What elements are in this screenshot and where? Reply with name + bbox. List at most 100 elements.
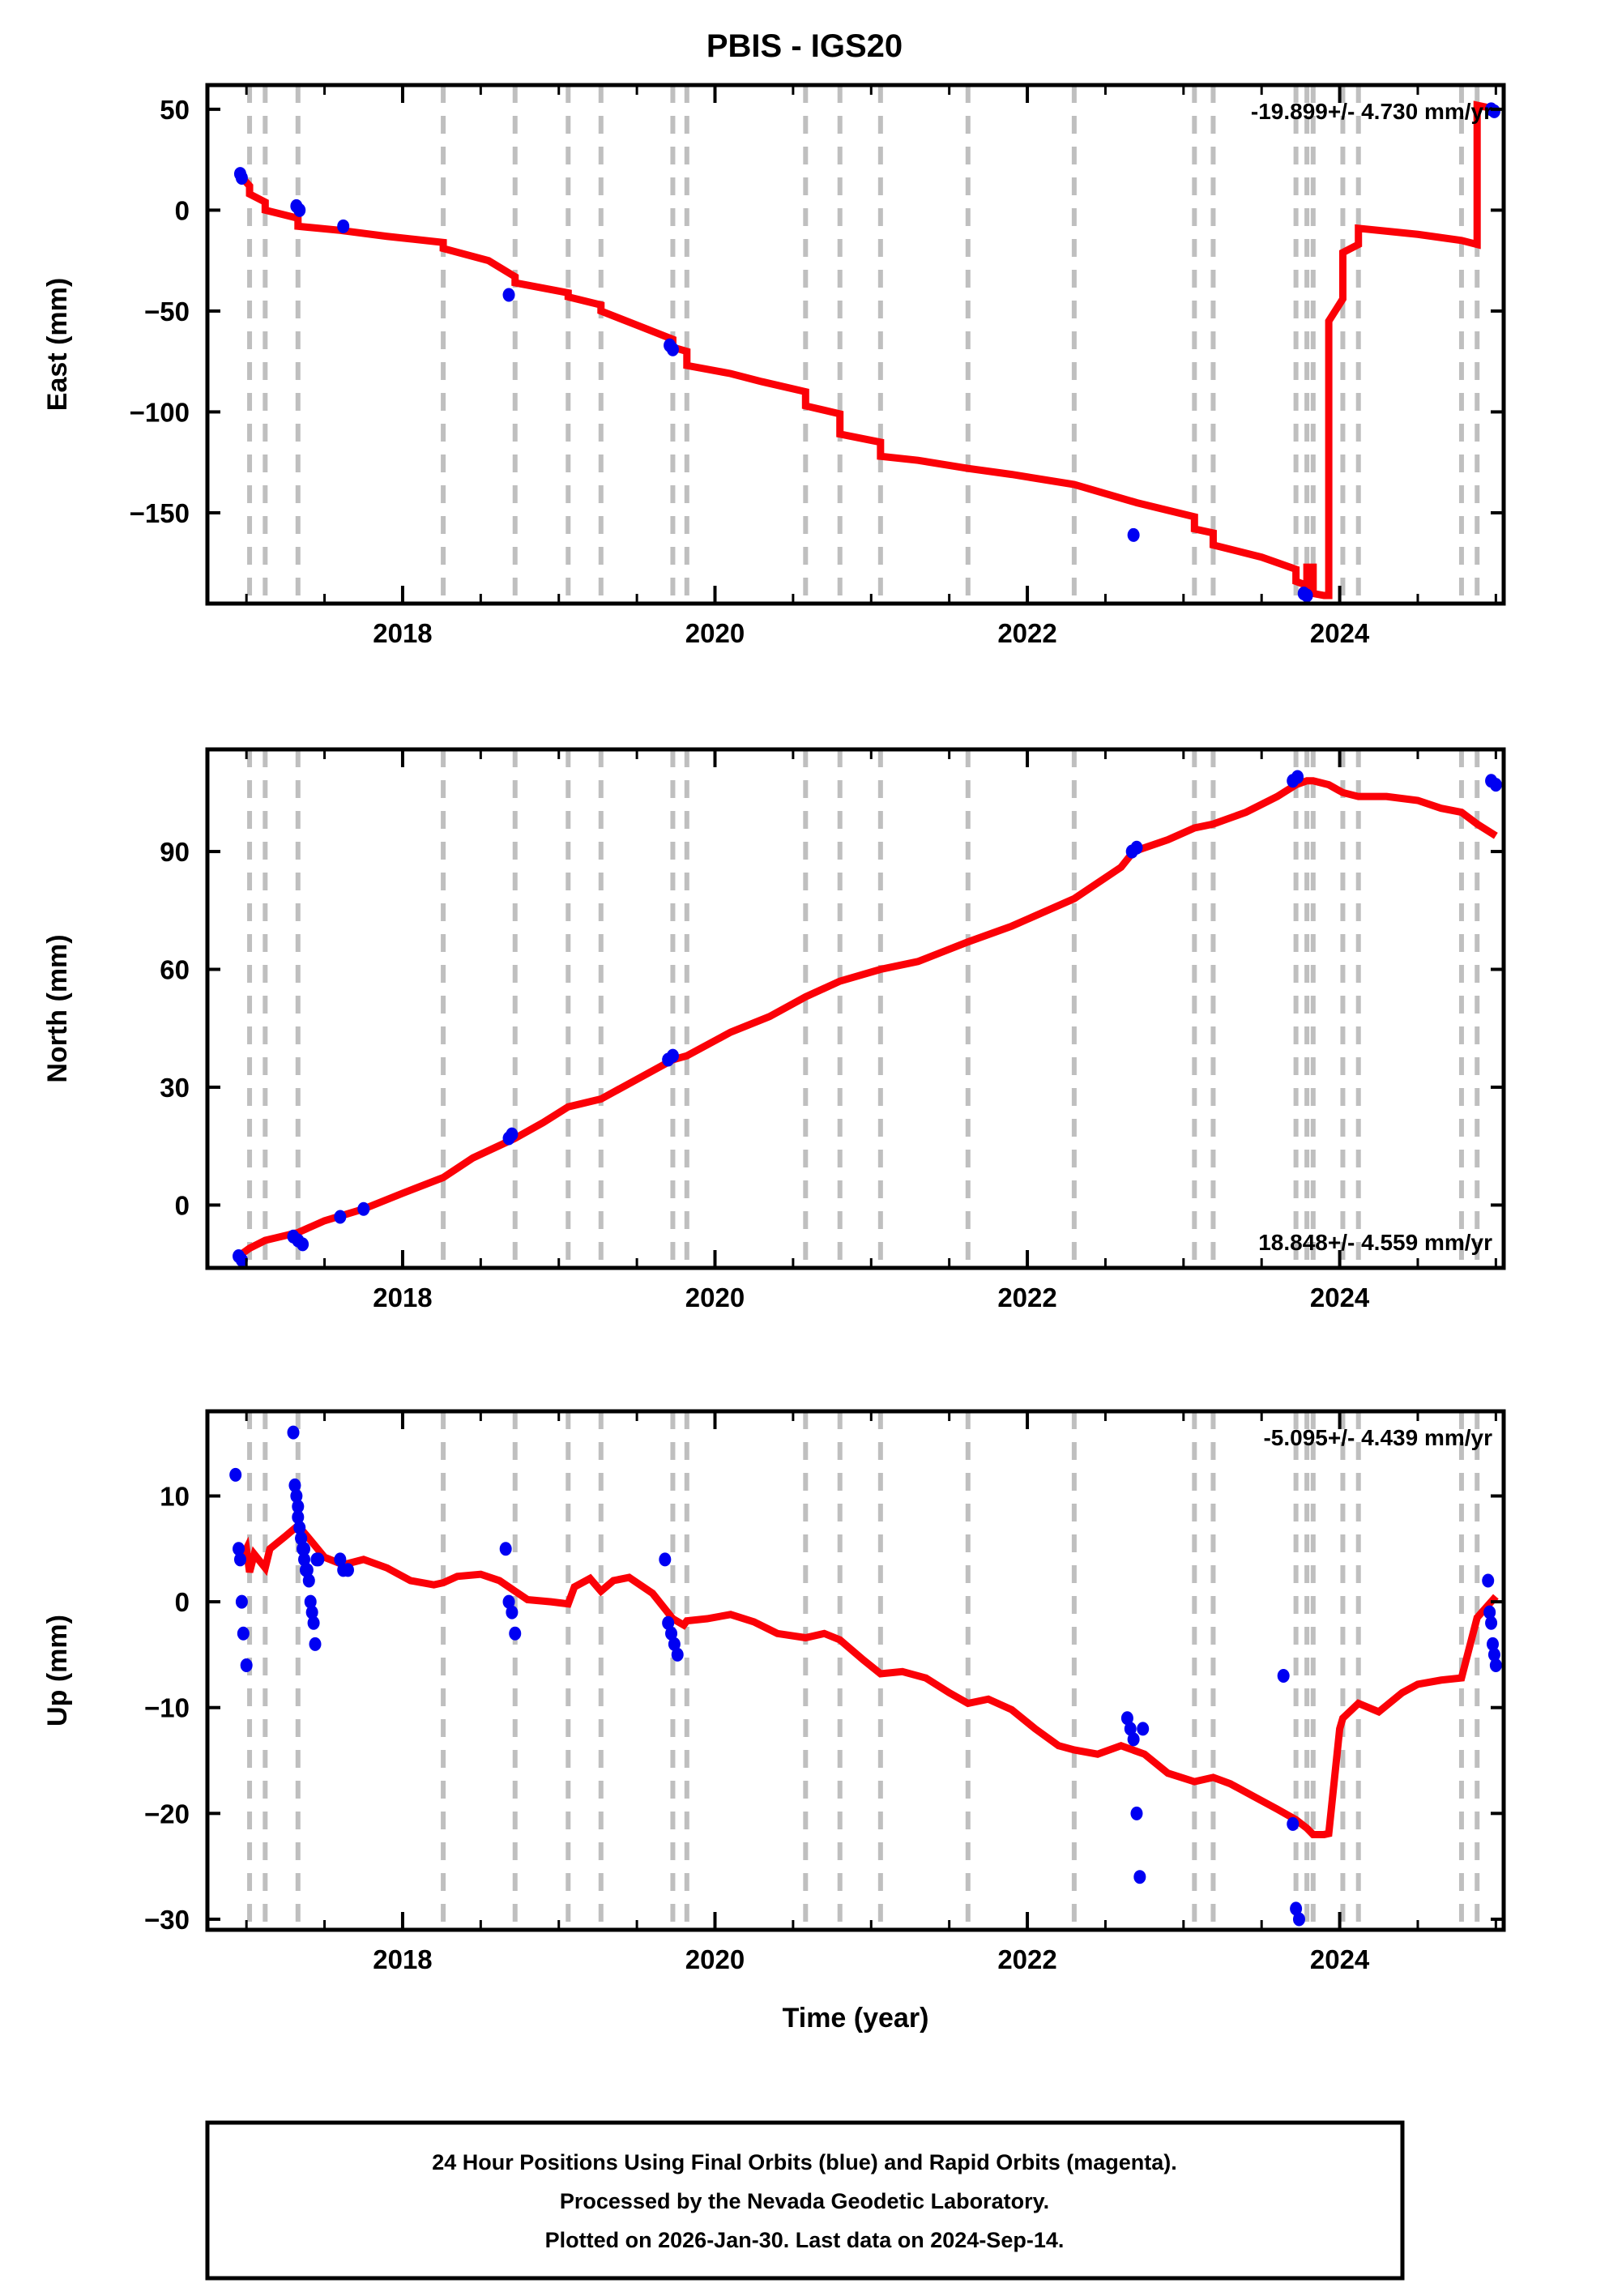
- y-axis-label: East (mm): [42, 278, 73, 411]
- data-point: [309, 1637, 322, 1651]
- caption-box: 24 Hour Positions Using Final Orbits (bl…: [205, 2120, 1405, 2281]
- panel-north: 90 60 30 0 2018 2020 2022 2024 North (mm) 18.848+…: [42, 747, 1506, 1312]
- x-tick-label: 2022: [997, 1944, 1056, 1974]
- data-point: [312, 1552, 325, 1567]
- data-point: [1127, 527, 1140, 542]
- data-point: [1489, 1658, 1502, 1672]
- data-point: [506, 1127, 519, 1142]
- y-tick-label: 90: [160, 837, 190, 867]
- data-point: [1482, 1573, 1495, 1588]
- data-point: [665, 1626, 678, 1641]
- data-point: [357, 1201, 370, 1216]
- data-point: [1487, 1647, 1500, 1662]
- data-point: [307, 1615, 320, 1630]
- data-point: [233, 1552, 246, 1567]
- data-point: [301, 1563, 314, 1577]
- data-point: [1485, 1615, 1498, 1630]
- data-point: [295, 1531, 308, 1546]
- data-point: [1277, 1669, 1290, 1684]
- data-point: [305, 1605, 318, 1620]
- x-tick-label: 2024: [1310, 1944, 1370, 1974]
- y-tick-label: 0: [175, 1190, 190, 1220]
- axes-frame: [205, 83, 1506, 606]
- panel-east: 50 0 −50 −100 −150 2018 2020 2022 2024 East (mm) -…: [42, 83, 1506, 648]
- x-tick-label: 2020: [685, 1944, 745, 1974]
- data-point: [290, 1488, 303, 1503]
- axes-frame: [205, 1409, 1506, 1932]
- data-point: [1291, 770, 1304, 784]
- data-point: [671, 1647, 684, 1662]
- data-point: [298, 1552, 311, 1567]
- data-point: [292, 1500, 305, 1514]
- panel-up: 10 0 −10 −20 −30 2018 2020 2022 2024 Up (mm) -5.09…: [42, 1409, 1506, 2034]
- data-point: [1489, 778, 1502, 792]
- data-point: [292, 1510, 305, 1525]
- caption-line-3: Plotted on 2026-Jan-30. Last data on 202…: [545, 2228, 1065, 2252]
- data-point: [229, 1467, 242, 1482]
- data-point: [297, 1237, 309, 1252]
- data-point: [1133, 1870, 1146, 1884]
- data-point: [668, 1637, 681, 1651]
- data-point: [235, 1594, 248, 1609]
- x-tick-label: 2020: [685, 1282, 745, 1312]
- data-point: [288, 1478, 301, 1492]
- x-tick-label: 2018: [373, 1944, 432, 1974]
- axes-frame: [205, 747, 1506, 1270]
- model-series-group: [236, 777, 1498, 1260]
- y-tick-label: 50: [160, 95, 190, 125]
- data-point: [334, 1210, 347, 1224]
- data-point: [666, 1048, 679, 1063]
- rate-annotation: 18.848+/- 4.559 mm/yr: [1258, 1230, 1492, 1255]
- model-series-group: [236, 100, 1497, 600]
- data-point: [1300, 588, 1313, 603]
- y-tick-label: 10: [160, 1481, 190, 1511]
- x-tick-label: 2024: [1310, 618, 1370, 648]
- data-point: [1124, 1722, 1137, 1736]
- y-axis-label: Up (mm): [42, 1615, 73, 1726]
- y-tick-label: 30: [160, 1073, 190, 1103]
- data-point: [293, 203, 306, 217]
- data-point: [293, 1521, 306, 1535]
- x-tick-label: 2024: [1310, 1282, 1370, 1312]
- data-point-group: [233, 770, 1502, 1267]
- data-point: [509, 1626, 522, 1641]
- data-point: [1127, 1732, 1140, 1747]
- y-tick-label: −100: [130, 397, 190, 427]
- data-point: [235, 1253, 248, 1267]
- data-point: [1292, 1912, 1305, 1927]
- data-point: [502, 1594, 515, 1609]
- rate-annotation: -19.899+/- 4.730 mm/yr: [1251, 99, 1492, 124]
- data-point: [304, 1594, 317, 1609]
- data-point: [1130, 1806, 1143, 1820]
- data-point-group: [229, 1425, 1502, 1927]
- caption-line-1: 24 Hour Positions Using Final Orbits (bl…: [432, 2150, 1177, 2174]
- x-tick-label: 2020: [685, 618, 745, 648]
- y-tick-label: 0: [175, 1587, 190, 1617]
- x-tick-label: 2022: [997, 618, 1056, 648]
- y-tick-label: −150: [130, 498, 190, 528]
- data-point: [287, 1425, 300, 1440]
- page-title: PBIS - IGS20: [706, 28, 903, 64]
- caption-box-border: [205, 2120, 1405, 2281]
- model-trend-line: [235, 1520, 1499, 1838]
- data-point: [506, 1605, 519, 1620]
- data-point: [298, 1542, 311, 1556]
- data-point: [334, 1552, 347, 1567]
- model-series-group: [235, 1520, 1499, 1838]
- data-point: [1120, 1711, 1133, 1726]
- data-point: [1290, 1901, 1303, 1916]
- data-point: [659, 1552, 672, 1567]
- data-point: [1483, 1605, 1496, 1620]
- data-point: [662, 1615, 675, 1630]
- rate-annotation: -5.095+/- 4.439 mm/yr: [1263, 1425, 1492, 1450]
- data-point: [233, 1542, 245, 1556]
- data-point: [1487, 1637, 1500, 1651]
- data-point: [666, 342, 679, 356]
- data-point: [1130, 840, 1143, 855]
- y-axis-label: North (mm): [42, 934, 73, 1082]
- data-point: [240, 1658, 253, 1672]
- y-tick-label: 60: [160, 955, 190, 985]
- model-trend-line: [236, 777, 1498, 1260]
- offset-marker-group: [247, 749, 1480, 1268]
